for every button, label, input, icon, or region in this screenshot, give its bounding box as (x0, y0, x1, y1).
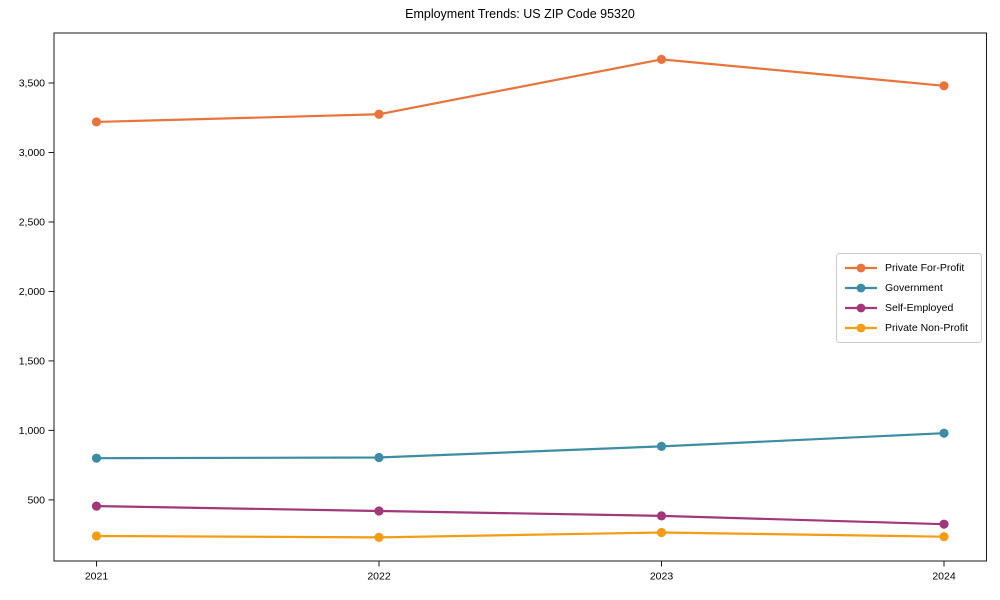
legend-line-swatch-icon (845, 323, 877, 333)
legend-line-swatch-icon (845, 303, 877, 313)
data-point-self-employed (656, 511, 667, 521)
legend-swatch-dot (856, 283, 866, 293)
y-axis-tick-label: 2,000 (19, 286, 45, 298)
data-point-government (939, 428, 949, 438)
y-axis-tick-label: 500 (27, 495, 45, 507)
data-point-government (91, 453, 102, 463)
data-point-private-for-profit (656, 54, 667, 64)
series-line-government (95, 432, 946, 460)
legend-swatch-dot (856, 303, 866, 313)
data-point-self-employed (91, 501, 102, 511)
legend-swatch-dot (856, 263, 866, 273)
legend-swatch-dot (856, 323, 866, 333)
x-axis-tick-label: 2022 (367, 571, 391, 583)
data-point-private-for-profit (91, 117, 102, 127)
y-axis-tick-label: 3,000 (19, 147, 45, 159)
x-axis-tick-label: 2024 (932, 571, 956, 583)
series-line-private-non-profit (95, 531, 946, 539)
data-point-self-employed (374, 506, 384, 516)
legend-label: Private For-Profit (885, 262, 965, 274)
x-axis-tick-label: 2023 (650, 571, 674, 583)
legend-item-self-employed: Self-Employed (844, 298, 975, 318)
chart-title: Employment Trends: US ZIP Code 95320 (405, 7, 635, 21)
data-point-private-for-profit (374, 109, 384, 119)
y-axis-tick-label: 3,500 (19, 78, 45, 90)
data-point-private-non-profit (374, 532, 384, 542)
legend-item-private-for-profit: Private For-Profit (844, 258, 975, 278)
legend-label: Government (885, 282, 943, 294)
series-line-self-employed (95, 505, 946, 526)
series-line-private-for-profit (95, 58, 946, 124)
data-point-government (374, 452, 384, 463)
legend-item-private-non-profit: Private Non-Profit (844, 318, 975, 338)
legend-line-swatch-icon (845, 263, 877, 273)
legend-label: Self-Employed (885, 302, 954, 314)
legend: Private For-Profit Government Self-Employe… (836, 253, 982, 343)
y-axis-tick-label: 2,500 (19, 217, 45, 229)
legend-line-swatch-icon (845, 283, 877, 293)
plot-border (53, 32, 987, 562)
data-point-private-for-profit (939, 81, 949, 91)
data-point-private-non-profit (939, 532, 949, 542)
x-axis-tick-label: 2021 (85, 571, 109, 583)
y-axis-tick-label: 1,500 (19, 356, 45, 368)
y-axis-tick-label: 1,000 (19, 425, 45, 437)
data-point-government (656, 441, 667, 451)
data-point-self-employed (939, 519, 949, 529)
legend-item-government: Government (844, 278, 975, 298)
legend-label: Private Non-Profit (885, 322, 968, 334)
data-point-private-non-profit (91, 531, 102, 541)
data-point-private-non-profit (656, 527, 667, 538)
